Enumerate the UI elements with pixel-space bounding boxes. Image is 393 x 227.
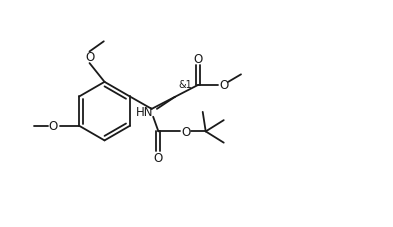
Text: O: O <box>85 51 94 64</box>
Text: O: O <box>219 79 228 92</box>
Text: &1: &1 <box>179 79 193 89</box>
Text: O: O <box>182 125 191 138</box>
Text: O: O <box>154 151 163 164</box>
Text: O: O <box>194 53 203 66</box>
Text: HN: HN <box>136 106 153 119</box>
Text: O: O <box>48 120 57 133</box>
